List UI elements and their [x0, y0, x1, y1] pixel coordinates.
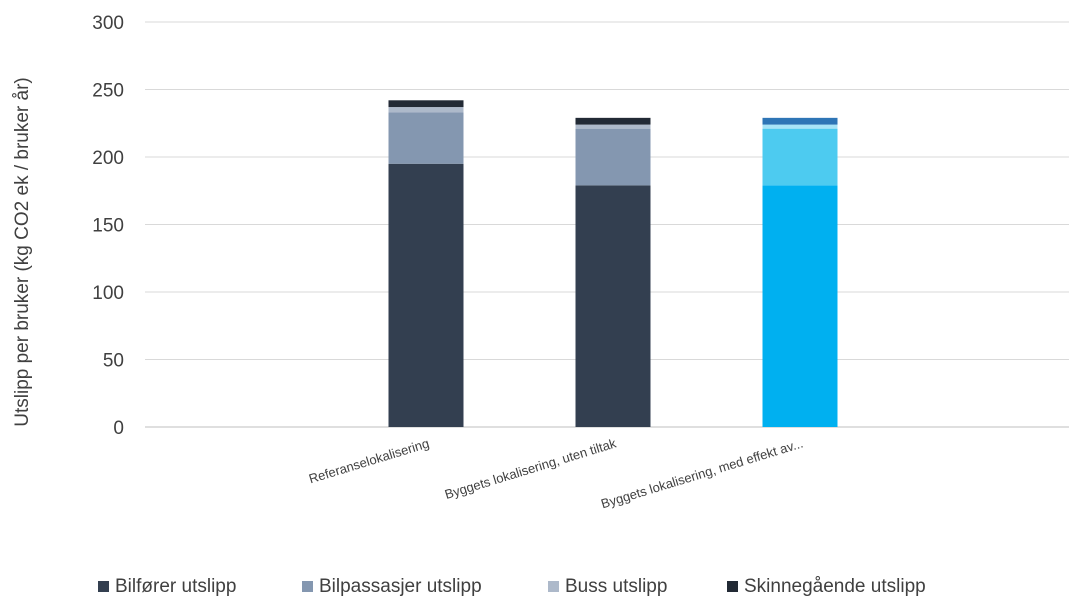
bar-segment	[762, 117, 838, 125]
x-category-label: Byggets lokalisering, med effekt av...	[599, 436, 805, 512]
bar-segment	[388, 163, 464, 427]
bar-segment	[575, 124, 651, 129]
legend-swatch	[727, 581, 738, 592]
y-tick-label: 0	[113, 418, 124, 439]
y-tick-label: 200	[92, 148, 124, 169]
bar-segment	[762, 124, 838, 129]
bar-segment	[575, 128, 651, 186]
legend-label: Buss utslipp	[565, 576, 667, 597]
y-tick-label: 150	[92, 216, 124, 237]
legend-label: Skinnegående utslipp	[744, 576, 926, 597]
bar-segment	[575, 117, 651, 125]
legend-label: Bilfører utslipp	[115, 576, 236, 597]
y-axis-label: Utslipp per bruker (kg CO2 ek / bruker å…	[12, 77, 33, 427]
legend-swatch	[98, 581, 109, 592]
legend-swatch	[302, 581, 313, 592]
legend-swatch	[548, 581, 559, 592]
y-tick-label: 100	[92, 283, 124, 304]
bars	[388, 100, 838, 427]
bar-segment	[575, 185, 651, 427]
y-tick-label: 300	[92, 13, 124, 34]
legend-label: Bilpassasjer utslipp	[319, 576, 482, 597]
x-category-label: Referanselokalisering	[307, 436, 431, 487]
legend: Bilfører utslipp Bilpassasjer utslipp Buss…	[98, 576, 926, 597]
bar-segment	[762, 185, 838, 427]
bar-segment	[388, 100, 464, 108]
x-category-label: Byggets lokalisering, uten tiltak	[443, 435, 619, 502]
bar-segment	[388, 107, 464, 113]
y-tick-label: 250	[92, 81, 124, 102]
bar-segment	[762, 128, 838, 186]
y-axis-ticks: 0 50 100 150 200 250 300	[92, 13, 124, 439]
x-axis-categories: Referanselokalisering Byggets lokaliserin…	[307, 435, 805, 511]
bar-segment	[388, 112, 464, 164]
y-tick-label: 50	[103, 351, 124, 372]
